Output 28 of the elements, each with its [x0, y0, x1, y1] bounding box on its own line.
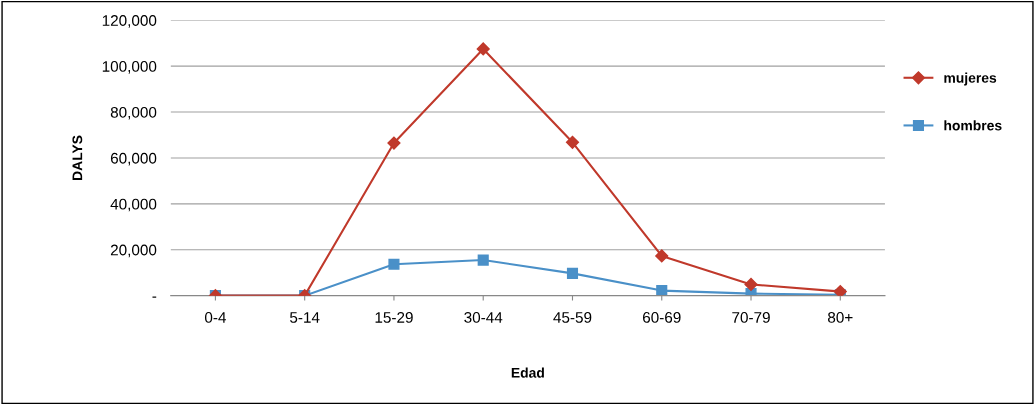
y-tick-label: 20,000 [110, 244, 157, 258]
point [388, 258, 400, 270]
point [387, 136, 401, 150]
point [744, 277, 758, 291]
x-tick-label: 70-79 [732, 312, 770, 323]
legend-label: mujeres [944, 72, 997, 86]
y-tick-label: 40,000 [110, 198, 157, 212]
x-tick-label: 5-14 [290, 312, 320, 323]
x-tick-label: 30-44 [464, 312, 503, 323]
x-tick-label: 60-69 [642, 312, 681, 323]
y-axis-title: DALYS [72, 135, 83, 180]
point [476, 42, 490, 56]
legend-label: hombres [944, 120, 1002, 131]
y-tick-label: 80,000 [110, 106, 157, 120]
point [477, 254, 489, 266]
point [656, 285, 668, 296]
y-tick-label: 100,000 [102, 61, 157, 74]
x-tick-label: 15-29 [375, 312, 413, 323]
x-tick-label: 45-59 [553, 312, 592, 323]
x-tick-label: 80+ [828, 312, 853, 323]
x-tick-label: 0-4 [204, 312, 226, 323]
point [565, 135, 580, 149]
y-tick-label: - [152, 296, 157, 298]
y-tick-label: 120,000 [102, 15, 157, 28]
point [655, 249, 669, 263]
y-tick-label: 60,000 [110, 152, 157, 166]
x-axis-title: Edad [511, 367, 544, 378]
point [566, 267, 579, 279]
